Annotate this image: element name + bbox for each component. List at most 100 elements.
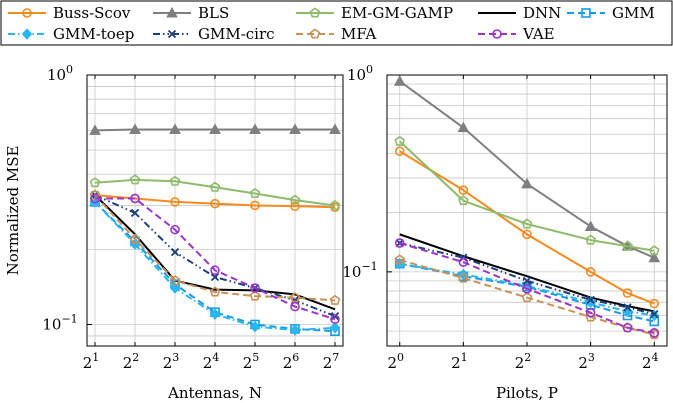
data-point [521, 218, 533, 229]
data-point [522, 229, 532, 240]
data-point [209, 308, 221, 320]
legend-marker [22, 8, 32, 18]
data-point [210, 198, 220, 209]
data-point [169, 282, 181, 294]
legend-item-mfa: MFA [296, 25, 376, 43]
data-point [458, 272, 469, 283]
data-point [648, 251, 661, 263]
series-em-gm-gamp [89, 174, 341, 210]
legend-marker [309, 28, 321, 39]
data-point [458, 268, 469, 281]
data-point [250, 283, 260, 293]
series-vae [394, 238, 660, 338]
data-point [623, 303, 632, 312]
data-point [170, 224, 180, 235]
legend-item-em-gm-gamp: EM-GM-GAMP [296, 4, 453, 22]
series-line [399, 233, 655, 313]
data-point [290, 201, 300, 211]
data-point [210, 265, 220, 276]
data-point [395, 238, 404, 248]
data-point [209, 123, 221, 134]
data-point [458, 185, 469, 195]
data-point [170, 247, 180, 257]
data-point [522, 276, 532, 285]
legend-label: VAE [522, 25, 555, 43]
x-tick-label: 23 [163, 351, 180, 372]
data-point [622, 322, 633, 333]
legend-marker [492, 29, 502, 39]
x-tick-label: 25 [243, 351, 260, 372]
data-point [129, 123, 141, 134]
data-point [521, 291, 533, 303]
data-point [586, 295, 595, 305]
y-tick-label: 10−1 [42, 312, 77, 333]
x-tick-label: 24 [203, 351, 220, 372]
data-point [521, 177, 533, 189]
x-tick-label: 21 [83, 351, 100, 372]
data-point [585, 296, 596, 309]
data-point [90, 193, 100, 204]
legend-label: GMM-toep [53, 25, 134, 43]
data-point [89, 124, 101, 135]
data-point [650, 309, 659, 319]
data-point [329, 322, 341, 334]
data-point [394, 146, 405, 157]
data-point [249, 123, 261, 134]
data-point [394, 135, 406, 146]
data-point [130, 193, 140, 204]
data-point [129, 174, 141, 185]
y-axis-label: Normalized MSE [4, 146, 22, 276]
data-point [209, 286, 221, 297]
data-point [289, 292, 301, 303]
data-point [329, 123, 341, 134]
data-point [393, 75, 406, 86]
data-point [289, 194, 301, 205]
legend-marker [166, 6, 178, 18]
data-point [585, 234, 596, 245]
legend-item-bls: BLS [153, 4, 229, 22]
series-line [399, 80, 655, 259]
series-bls [393, 75, 661, 263]
plot-antennas: 21 22 23 24 25 26 27 100 10−1 Antennas, N Normaliz… [4, 63, 344, 402]
data-point [249, 187, 261, 199]
data-point [289, 123, 301, 134]
legend-marker [309, 7, 321, 18]
legend-item-gmm-toep: GMM-toep [8, 25, 134, 43]
data-point [649, 298, 660, 309]
data-point [290, 301, 300, 312]
legend-item-dnn: DNN [478, 4, 561, 22]
legend-label: DNN [523, 4, 561, 22]
legend-frame [0, 0, 673, 46]
data-point [330, 314, 340, 325]
data-point [585, 267, 596, 277]
legend-item-gmm-circ: GMM-circ [153, 25, 275, 43]
data-point [329, 294, 341, 305]
legend-label: EM-GM-GAMP [341, 4, 453, 22]
legend-marker [21, 28, 33, 40]
data-point [129, 233, 141, 244]
x-tick-label: 26 [283, 351, 300, 372]
y-tick-label: 100 [47, 63, 73, 84]
data-point [209, 181, 221, 192]
series-em-gm-gamp [394, 135, 660, 256]
data-point [648, 245, 660, 256]
data-point [457, 121, 470, 133]
data-point [622, 288, 633, 298]
legend-label: Buss-Scov [53, 4, 131, 22]
data-point [169, 175, 181, 186]
legend-marker [581, 8, 591, 18]
data-point [329, 199, 341, 210]
data-point [249, 320, 261, 333]
legend-item-buss-scov: Buss-Scov [8, 4, 131, 22]
series-line [94, 178, 336, 207]
legend-item-gmm: GMM [567, 4, 655, 22]
legend-item-vae: VAE [478, 25, 555, 43]
x-tick-label: 27 [323, 351, 340, 372]
y-tick-label: 10−1 [342, 260, 377, 281]
data-point [585, 307, 596, 318]
x-tick-label: 21 [451, 351, 468, 372]
x-tick-label: 23 [578, 351, 595, 372]
series-buss-scov [394, 146, 660, 309]
series-bls [89, 123, 341, 135]
